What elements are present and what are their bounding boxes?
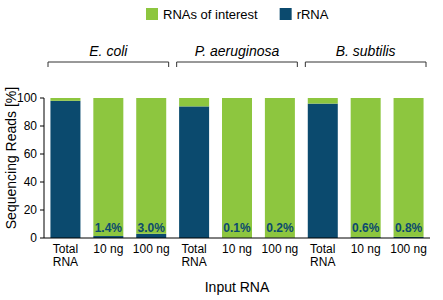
y-tick bbox=[40, 98, 44, 99]
y-tick-label: 80 bbox=[24, 119, 38, 133]
bar-segment bbox=[50, 98, 80, 101]
x-tick-label-line: Total bbox=[181, 242, 206, 256]
y-tick-label: 60 bbox=[24, 147, 38, 161]
x-tick-label-line: Total bbox=[53, 242, 78, 256]
bar-segment bbox=[308, 104, 338, 238]
x-tick-label-line: Total bbox=[310, 242, 335, 256]
bar-segment bbox=[93, 98, 123, 236]
bar-segment bbox=[179, 98, 209, 106]
data-label: 3.0% bbox=[138, 221, 166, 235]
bar-segment bbox=[179, 106, 209, 238]
data-label: 0.2% bbox=[266, 221, 294, 235]
legend-swatch bbox=[146, 8, 158, 20]
group-bracket bbox=[177, 62, 298, 67]
x-tick-label: 10 ng bbox=[222, 242, 252, 256]
group-label: B. subtilis bbox=[336, 43, 396, 59]
x-tick-label-line: RNA bbox=[181, 255, 206, 269]
x-tick-label: 10 ng bbox=[351, 242, 381, 256]
x-tick-label: 100 ng bbox=[133, 242, 170, 256]
legend-swatch bbox=[280, 8, 292, 20]
bars bbox=[50, 98, 423, 238]
bar-segment bbox=[351, 98, 381, 237]
y-tick bbox=[40, 126, 44, 127]
bar-segment bbox=[222, 98, 252, 238]
legend-label: rRNA bbox=[297, 7, 329, 22]
bar-segment bbox=[308, 98, 338, 104]
y-axis-title: Sequencing Reads [%] bbox=[3, 87, 19, 229]
y-tick bbox=[40, 154, 44, 155]
group-bracket bbox=[305, 62, 426, 67]
group-bracket bbox=[48, 62, 169, 67]
y-tick bbox=[40, 182, 44, 183]
bar-segment bbox=[136, 98, 166, 234]
y-tick bbox=[40, 238, 44, 239]
y-tick-label: 0 bbox=[30, 231, 37, 245]
y-tick-label: 40 bbox=[24, 175, 38, 189]
group-label: E. coli bbox=[89, 43, 128, 59]
x-tick-label-line: RNA bbox=[53, 255, 78, 269]
x-tick-label: TotalRNA bbox=[53, 242, 78, 269]
x-axis-title: Input RNA bbox=[205, 279, 270, 295]
bar-segment bbox=[394, 98, 424, 237]
y-axis-line bbox=[44, 98, 45, 238]
x-tick-label: TotalRNA bbox=[310, 242, 335, 269]
x-tick-label-line: RNA bbox=[310, 255, 335, 269]
bar-segment bbox=[50, 101, 80, 238]
chart: 1.4% 3.0% 0.1% 0.2% 0.6% 0.8% 0 20 40 60 80 100 Tota… bbox=[0, 0, 443, 300]
x-tick-label: 100 ng bbox=[262, 242, 299, 256]
group-label: P. aeruginosa bbox=[195, 43, 280, 59]
data-label: 1.4% bbox=[95, 221, 123, 235]
x-tick-label: 10 ng bbox=[93, 242, 123, 256]
data-label: 0.1% bbox=[223, 221, 251, 235]
x-axis-line bbox=[44, 238, 430, 239]
legend-label: RNAs of interest bbox=[163, 7, 258, 22]
x-tick-label: TotalRNA bbox=[181, 242, 206, 269]
data-label: 0.6% bbox=[352, 221, 380, 235]
y-tick-label: 100 bbox=[17, 91, 37, 105]
bar-segment bbox=[265, 98, 295, 238]
y-tick-label: 20 bbox=[24, 203, 38, 217]
data-label: 0.8% bbox=[395, 221, 423, 235]
x-tick-label: 100 ng bbox=[390, 242, 427, 256]
y-tick bbox=[40, 210, 44, 211]
